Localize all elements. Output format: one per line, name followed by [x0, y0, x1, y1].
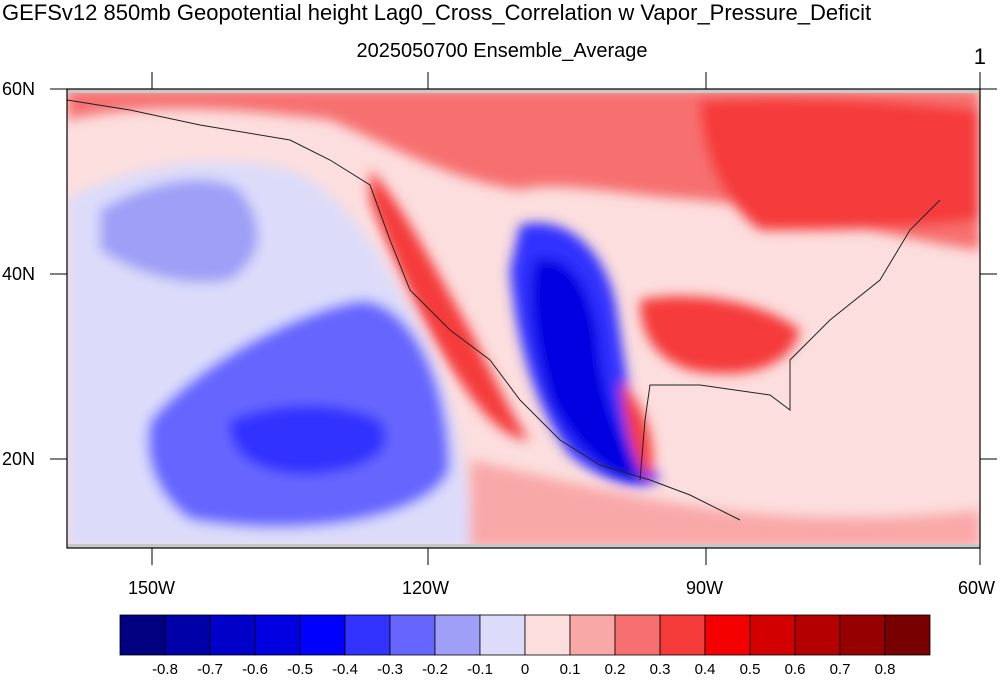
lon-label-60w: 60W: [958, 578, 996, 598]
colorbar-swatch: [749, 614, 796, 656]
map-field: [67, 89, 980, 548]
colorbar-swatch: [164, 614, 211, 656]
colorbar-label: 0.3: [649, 661, 671, 678]
colorbar-label: 0.6: [784, 661, 806, 678]
colorbar-label: 0: [520, 661, 530, 678]
colorbar-label: -0.7: [197, 661, 223, 678]
colorbar-swatch: [884, 614, 931, 656]
colorbar-swatch: [614, 614, 661, 656]
colorbar-swatch: [434, 614, 481, 656]
map-title: GEFSv12 850mb Geopotential height Lag0_C…: [2, 0, 872, 25]
colorbar-swatch: [569, 614, 616, 656]
pacific-negative-center: [229, 405, 387, 475]
colorbar-swatch: [254, 614, 301, 656]
colorbar-swatch: [704, 614, 751, 656]
colorbar-swatch: [839, 614, 886, 656]
colorbar-label: 0.8: [874, 661, 896, 678]
colorbar-label: 0.4: [694, 661, 716, 678]
axis-ticks: [50, 72, 997, 565]
colorbar-label: 0.5: [739, 661, 761, 678]
lat-label-60n: 60N: [2, 79, 36, 99]
lon-label-150w: 150W: [128, 578, 176, 598]
colorbar-swatch: [794, 614, 841, 656]
top-strip: [67, 89, 980, 93]
colorbar-label: 0.7: [829, 661, 851, 678]
colorbar-swatch: [479, 614, 526, 656]
colorbar-swatch: [299, 614, 346, 656]
gulf-positive: [620, 380, 653, 480]
panel-label: 1: [973, 44, 986, 69]
colorbar-swatch: [389, 614, 436, 656]
colorbar-label: -0.3: [377, 661, 403, 678]
colorbar-label: 0.2: [604, 661, 626, 678]
colorbar-swatch: [119, 614, 166, 656]
colorbar: [119, 614, 931, 656]
south-positive: [470, 460, 980, 548]
colorbar-swatch: [344, 614, 391, 656]
lat-label-20n: 20N: [2, 449, 36, 469]
lon-label-120w: 120W: [402, 578, 450, 598]
colorbar-label: 0.1: [559, 661, 581, 678]
coastline: [67, 99, 941, 521]
mexico-negative-core: [530, 258, 640, 480]
colorbar-label: -0.1: [467, 661, 493, 678]
colorbar-label: -0.6: [242, 661, 268, 678]
lon-label-90w: 90W: [686, 578, 724, 598]
map-subtitle: 2025050700 Ensemble_Average: [356, 40, 648, 62]
colorbar-swatch: [209, 614, 256, 656]
colorbar-label: -0.4: [332, 661, 358, 678]
colorbar-swatch: [524, 614, 571, 656]
northpac-negative: [100, 179, 259, 283]
colorbar-label: -0.8: [152, 661, 178, 678]
southeast-positive: [640, 296, 800, 374]
colorbar-swatch: [659, 614, 706, 656]
colorbar-label: -0.5: [287, 661, 313, 678]
lat-label-40n: 40N: [2, 264, 36, 284]
colorbar-label: -0.2: [422, 661, 448, 678]
canada-positive: [700, 98, 980, 230]
map-frame: [66, 88, 981, 549]
bottom-strip: [67, 544, 980, 548]
west-coast-positive: [370, 170, 530, 440]
